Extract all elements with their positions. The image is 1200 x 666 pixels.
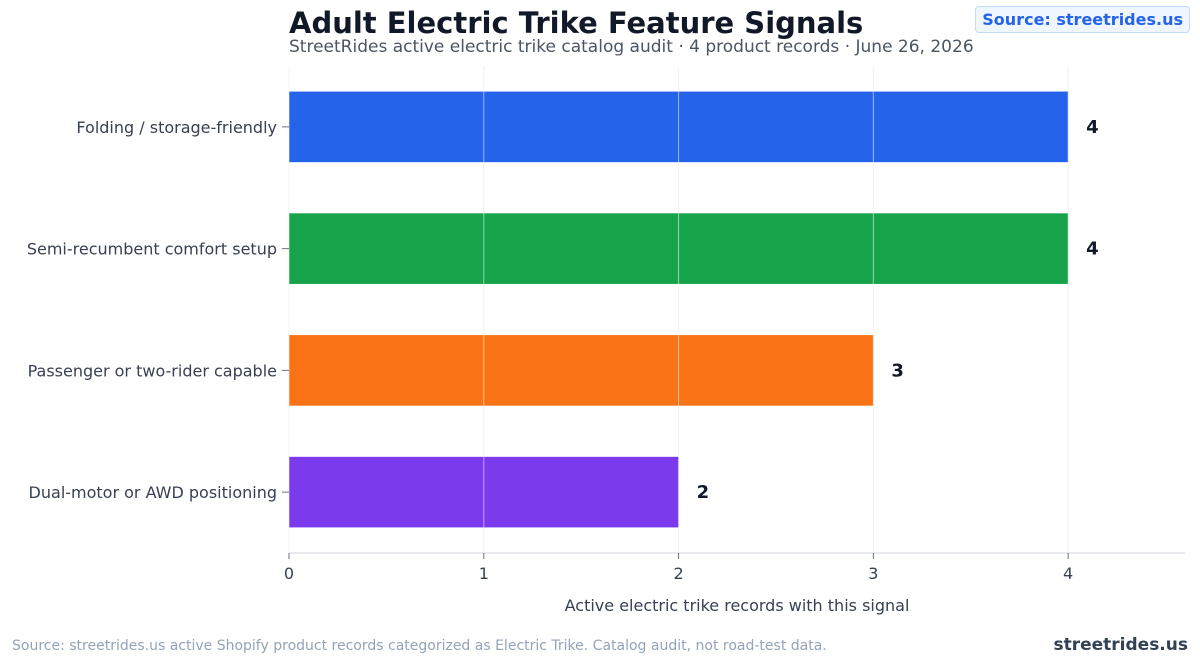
x-tick-label: 2 [673,564,683,583]
category-label: Dual-motor or AWD positioning [29,483,277,502]
source-badge[interactable]: Source: streetrides.us [975,6,1190,33]
bar[interactable] [289,335,874,406]
value-label: 3 [891,360,904,381]
value-label: 4 [1086,117,1099,138]
x-tick-label: 3 [868,564,878,583]
category-label: Semi-recumbent comfort setup [27,240,277,259]
x-axis-ticks: 0 1 2 3 4 [284,553,1073,583]
x-tick-label: 1 [479,564,489,583]
category-label: Passenger or two-rider capable [28,361,277,380]
value-label: 4 [1086,239,1099,260]
category-label: Folding / storage-friendly [76,118,277,137]
grid-lines-overlay [288,66,1069,553]
x-tick-label: 4 [1063,564,1073,583]
footer-note: Source: streetrides.us active Shopify pr… [12,638,827,654]
chart-subtitle: StreetRides active electric trike catalo… [289,37,974,57]
chart-title: Adult Electric Trike Feature Signals [289,6,864,40]
value-labels: 4 4 3 2 [697,117,1099,503]
footer-brand[interactable]: streetrides.us [1053,635,1188,655]
x-tick-label: 0 [284,564,294,583]
y-axis-categories: Folding / storage-friendly Semi-recumbent… [27,118,289,502]
x-axis-title: Active electric trike records with this … [565,596,910,615]
value-label: 2 [697,482,710,503]
